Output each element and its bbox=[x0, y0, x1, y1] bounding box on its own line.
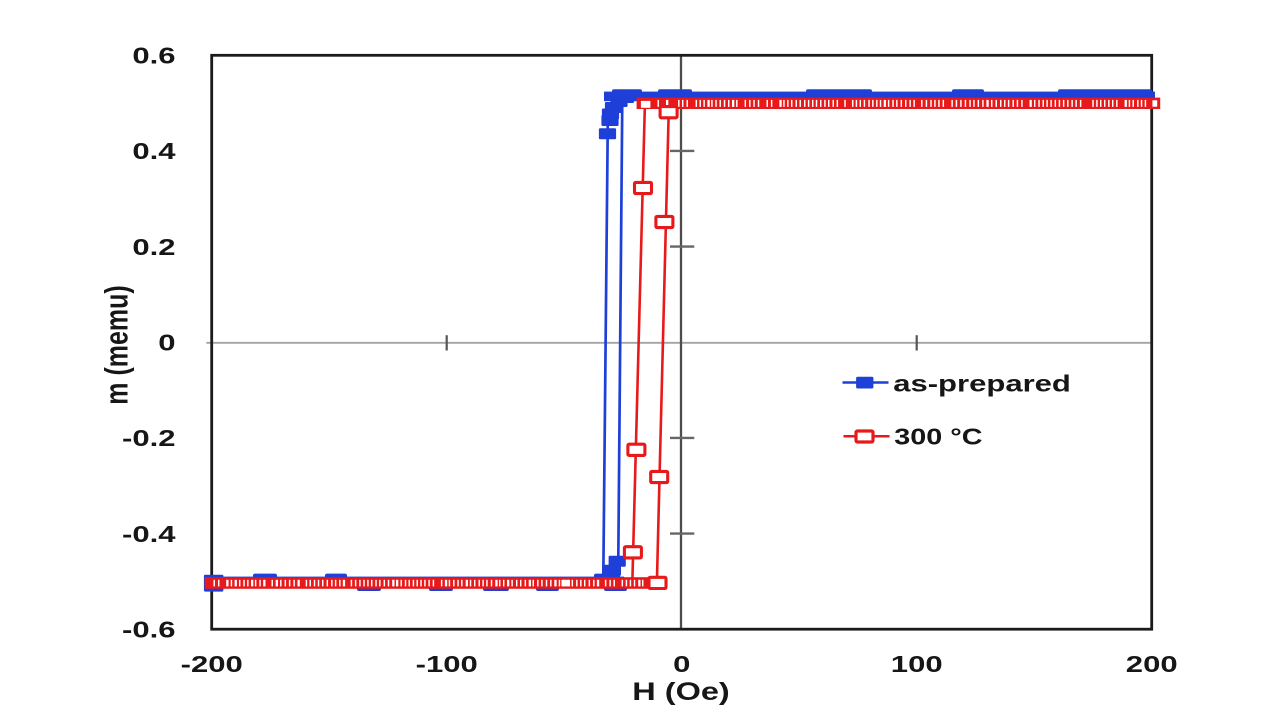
svg-text:100: 100 bbox=[891, 651, 943, 677]
svg-text:300 °C: 300 °C bbox=[894, 423, 982, 450]
svg-text:-100: -100 bbox=[416, 651, 478, 677]
svg-text:-0.2: -0.2 bbox=[122, 425, 175, 451]
svg-text:-200: -200 bbox=[181, 651, 243, 677]
svg-text:200: 200 bbox=[1126, 651, 1178, 677]
svg-text:m (memu): m (memu) bbox=[99, 285, 135, 404]
svg-text:0.6: 0.6 bbox=[132, 43, 175, 69]
svg-text:-0.4: -0.4 bbox=[122, 521, 176, 547]
svg-text:as-prepared: as-prepared bbox=[893, 370, 1071, 396]
svg-text:H (Oe): H (Oe) bbox=[632, 678, 729, 706]
svg-text:0.4: 0.4 bbox=[132, 138, 176, 164]
svg-text:0.2: 0.2 bbox=[132, 234, 175, 260]
svg-text:0: 0 bbox=[158, 330, 175, 356]
svg-text:-0.6: -0.6 bbox=[122, 616, 175, 642]
svg-text:0: 0 bbox=[673, 651, 690, 677]
